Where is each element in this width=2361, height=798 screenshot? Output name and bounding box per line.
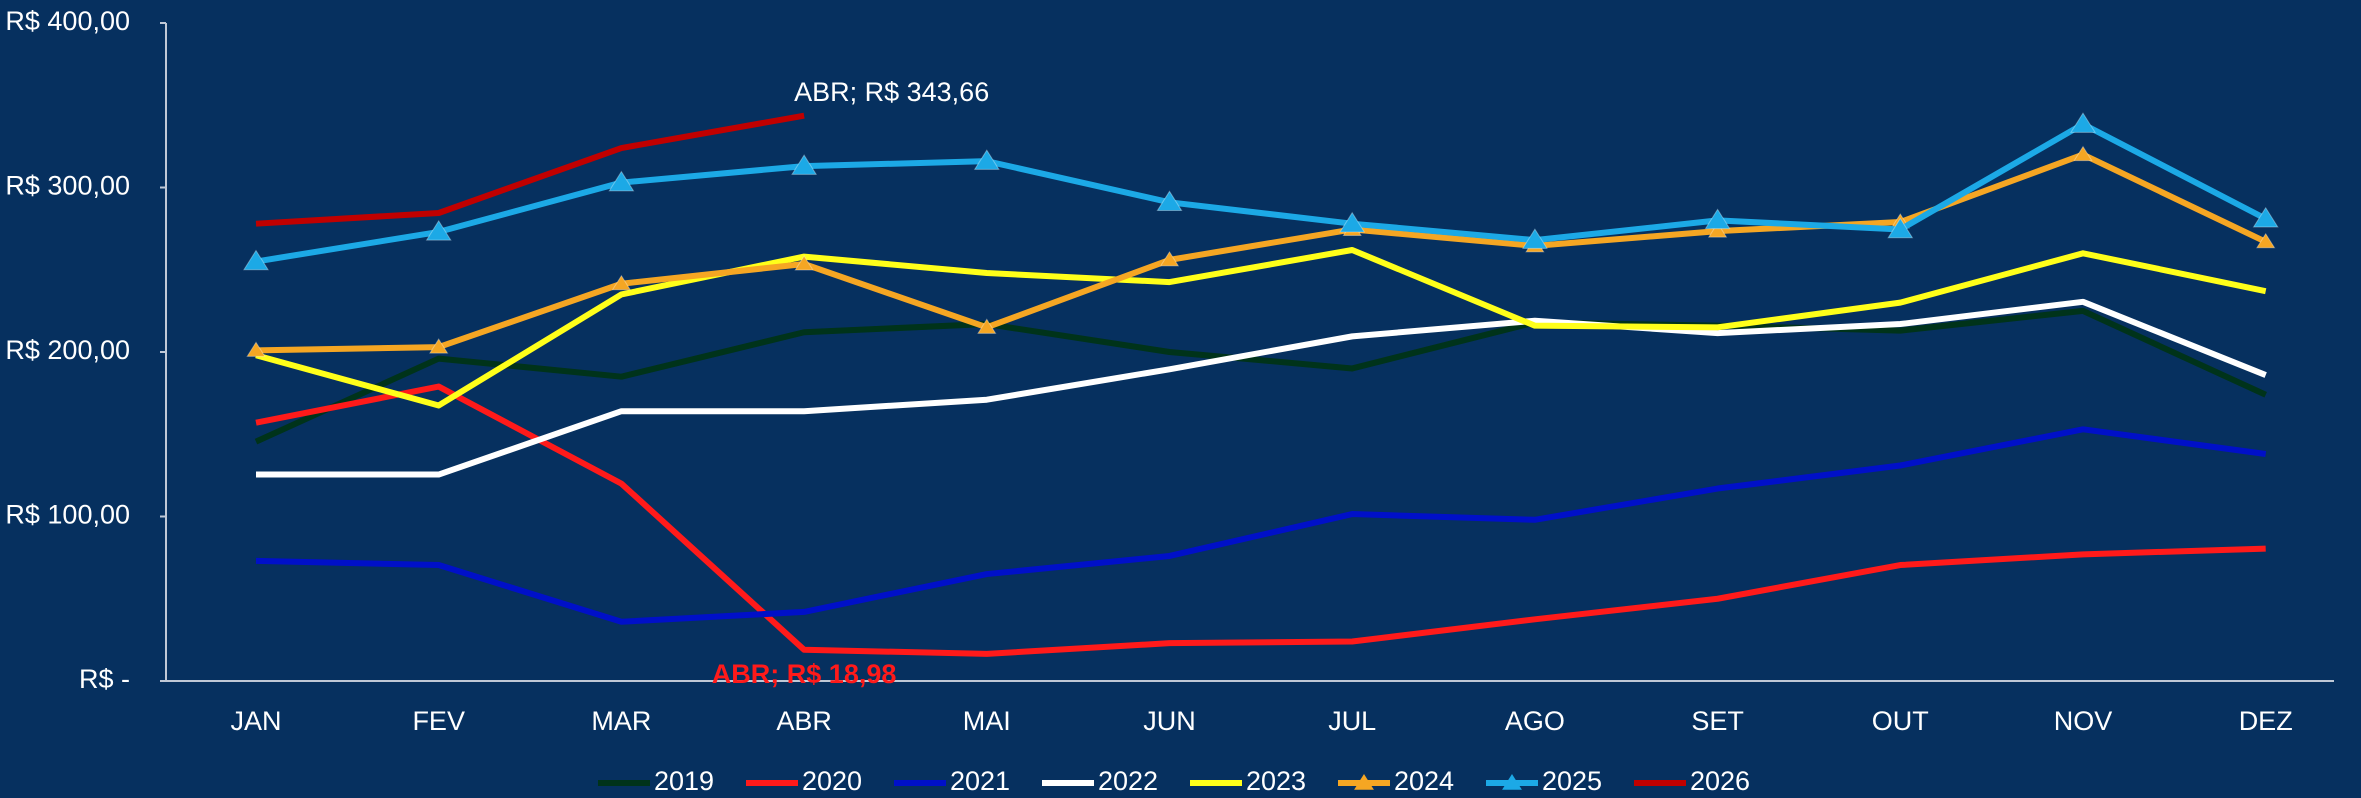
- x-tick-label: SET: [1691, 706, 1744, 736]
- point-marker: [2255, 232, 2276, 249]
- x-tick-label: NOV: [2054, 706, 2113, 736]
- data-label: ABR; R$ 343,66: [794, 77, 989, 107]
- point-marker: [973, 149, 1000, 170]
- point-marker: [242, 249, 270, 271]
- point-marker: [428, 338, 449, 354]
- point-marker: [791, 154, 818, 175]
- point-marker: [1521, 228, 1548, 249]
- point-marker: [611, 274, 632, 291]
- series-line: [254, 307, 2267, 445]
- x-tick-label: MAR: [591, 706, 651, 736]
- x-tick-label: JAN: [230, 706, 281, 736]
- legend-marker: [1502, 774, 1522, 790]
- series-line: [255, 383, 2266, 657]
- series-line: [255, 247, 2267, 409]
- point-marker: [1159, 250, 1180, 267]
- legend-label: 2025: [1542, 766, 1602, 796]
- point-marker: [794, 255, 814, 271]
- point-marker: [1156, 190, 1183, 212]
- point-marker: [2252, 206, 2279, 228]
- x-tick-label: MAI: [963, 706, 1011, 736]
- x-tick-label: DEZ: [2239, 706, 2293, 736]
- point-marker: [977, 318, 997, 334]
- point-marker: [1339, 211, 1366, 233]
- legend-marker: [1354, 774, 1374, 790]
- legend-label: 2024: [1394, 766, 1454, 796]
- series-line: [255, 426, 2267, 625]
- legend-label: 2023: [1246, 766, 1306, 796]
- y-tick-label: R$ 300,00: [5, 171, 130, 201]
- point-marker: [608, 170, 635, 192]
- legend-label: 2022: [1098, 766, 1158, 796]
- x-tick-label: JUL: [1328, 706, 1376, 736]
- legend-label: 2020: [802, 766, 862, 796]
- series-line: [255, 112, 805, 227]
- legend-label: 2026: [1690, 766, 1750, 796]
- data-label: ABR; R$ 18,98: [712, 659, 897, 689]
- x-tick-label: ABR: [776, 706, 832, 736]
- point-marker: [246, 341, 266, 357]
- y-tick-label: R$ 200,00: [5, 335, 130, 365]
- legend-label: 2019: [654, 766, 714, 796]
- x-tick-label: AGO: [1505, 706, 1565, 736]
- series-line: [255, 121, 2268, 265]
- series-line: [256, 298, 2267, 478]
- point-marker: [1707, 222, 1728, 238]
- x-tick-label: OUT: [1872, 706, 1929, 736]
- point-marker: [425, 219, 452, 241]
- y-tick-label: R$ 400,00: [5, 6, 130, 36]
- legend-label: 2021: [950, 766, 1010, 796]
- point-marker: [2073, 145, 2093, 162]
- y-tick-label: R$ 100,00: [5, 500, 130, 530]
- point-marker: [2069, 112, 2097, 133]
- point-marker: [1704, 208, 1731, 230]
- y-tick-label: R$ -: [79, 664, 130, 694]
- x-tick-label: FEV: [412, 706, 465, 736]
- point-marker: [1887, 217, 1914, 239]
- x-tick-label: JUN: [1143, 706, 1196, 736]
